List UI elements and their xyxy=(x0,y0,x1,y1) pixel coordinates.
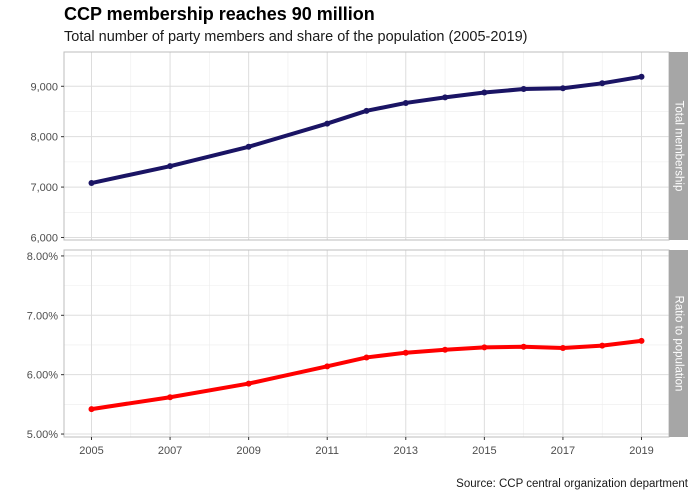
data-point-membership xyxy=(520,86,527,93)
chart-subtitle: Total number of party members and share … xyxy=(64,29,528,45)
data-point-membership xyxy=(442,94,449,101)
data-point-ratio xyxy=(245,380,252,387)
data-point-ratio xyxy=(167,394,174,401)
y-tick-label: 8,000 xyxy=(30,132,58,144)
facet-strip-ratio xyxy=(669,250,688,437)
chart-title: CCP membership reaches 90 million xyxy=(64,4,375,24)
series-line-ratio xyxy=(89,338,644,412)
y-tick-label: 7.00% xyxy=(27,310,58,322)
x-tick-label: 2015 xyxy=(472,445,496,457)
x-tick-label: 2017 xyxy=(551,445,575,457)
data-point-ratio xyxy=(481,344,488,351)
data-point-ratio xyxy=(88,406,95,413)
data-point-ratio xyxy=(638,337,645,344)
facet-label-membership: Total membership xyxy=(672,101,684,192)
data-point-ratio xyxy=(324,363,331,370)
data-point-membership xyxy=(245,143,252,150)
x-tick-label: 2011 xyxy=(315,445,339,457)
facet-label-ratio: Ratio to population xyxy=(672,296,684,392)
data-point-membership xyxy=(559,85,566,92)
data-point-ratio xyxy=(402,349,409,356)
y-tick-label: 8.00% xyxy=(27,251,58,263)
data-point-membership xyxy=(88,180,95,187)
data-point-ratio xyxy=(363,354,370,361)
y-tick-label: 7,000 xyxy=(30,182,58,194)
data-point-membership xyxy=(167,163,174,170)
y-tick-label: 9,000 xyxy=(30,81,58,93)
data-point-membership xyxy=(402,99,409,106)
series-line-membership xyxy=(89,74,644,186)
data-point-ratio xyxy=(442,346,449,353)
data-point-ratio xyxy=(599,342,606,349)
data-point-membership xyxy=(638,73,645,80)
x-tick-label: 2013 xyxy=(394,445,418,457)
y-tick-label: 5.00% xyxy=(27,429,58,441)
x-tick-label: 2009 xyxy=(236,445,260,457)
data-point-membership xyxy=(324,120,331,127)
data-point-membership xyxy=(481,89,488,96)
y-tick-label: 6,000 xyxy=(30,232,58,244)
data-point-membership xyxy=(363,107,370,114)
data-point-ratio xyxy=(559,344,566,351)
x-tick-label: 2019 xyxy=(629,445,653,457)
x-tick-label: 2007 xyxy=(158,445,182,457)
source-caption: Source: CCP central organization departm… xyxy=(456,478,688,490)
x-tick-label: 2005 xyxy=(79,445,103,457)
data-point-membership xyxy=(599,80,606,87)
y-tick-label: 6.00% xyxy=(27,370,58,382)
facet-strip-membership xyxy=(669,52,688,240)
data-point-ratio xyxy=(520,343,527,350)
